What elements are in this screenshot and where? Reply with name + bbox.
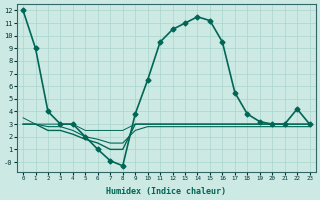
X-axis label: Humidex (Indice chaleur): Humidex (Indice chaleur): [106, 187, 226, 196]
